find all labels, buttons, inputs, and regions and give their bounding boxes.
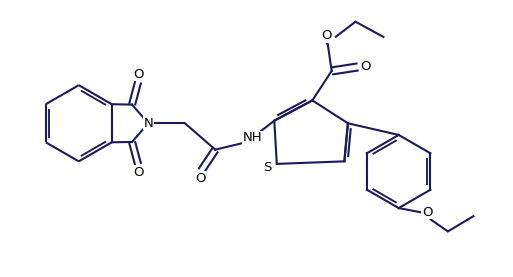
Text: O: O xyxy=(422,206,433,219)
Text: NH: NH xyxy=(243,132,263,145)
Text: O: O xyxy=(133,68,144,81)
Text: O: O xyxy=(133,166,144,179)
Text: N: N xyxy=(144,117,153,130)
Text: O: O xyxy=(361,60,371,73)
Text: O: O xyxy=(195,172,205,185)
Text: S: S xyxy=(264,161,272,175)
Text: O: O xyxy=(321,29,332,42)
